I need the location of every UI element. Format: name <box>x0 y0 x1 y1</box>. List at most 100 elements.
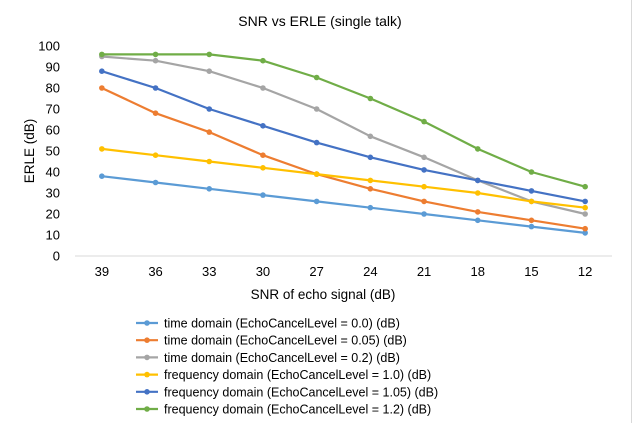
data-point <box>152 85 159 91</box>
legend-swatch-marker <box>144 337 150 344</box>
legend-item: frequency domain (EchoCancelLevel = 1.0)… <box>136 368 431 382</box>
series-2 <box>99 85 588 232</box>
series-line <box>101 53 586 188</box>
series-4 <box>99 146 588 211</box>
series-layer <box>99 51 588 236</box>
data-point <box>206 106 213 112</box>
y-tick-label: 30 <box>46 186 60 201</box>
series-line <box>101 147 586 209</box>
data-point <box>313 74 320 81</box>
data-point <box>367 133 374 140</box>
data-point <box>206 158 213 165</box>
data-point <box>99 51 105 58</box>
series-line <box>101 175 586 234</box>
data-point <box>206 68 213 74</box>
data-point <box>260 192 266 198</box>
y-tick-label: 100 <box>38 39 60 54</box>
data-point <box>528 223 535 230</box>
data-point <box>152 57 159 64</box>
data-point <box>421 211 427 217</box>
data-point <box>474 177 481 184</box>
y-tick-label: 80 <box>46 81 60 96</box>
data-point <box>313 139 320 146</box>
data-point <box>474 190 481 196</box>
data-point <box>421 198 427 205</box>
series-3 <box>99 53 588 217</box>
data-point <box>260 57 266 64</box>
data-point <box>582 211 588 217</box>
y-tick-label: 70 <box>46 102 60 117</box>
y-tick-label: 0 <box>53 249 60 264</box>
data-point <box>367 186 374 192</box>
legend-item: frequency domain (EchoCancelLevel = 1.2)… <box>136 403 431 417</box>
x-axis-ticks: 39 36 33 30 27 24 21 18 15 12 <box>95 264 593 279</box>
data-point <box>421 167 427 173</box>
y-tick-label: 90 <box>46 60 60 75</box>
data-point <box>313 171 320 177</box>
data-point <box>367 154 374 161</box>
data-point <box>367 95 374 102</box>
legend-swatch-marker <box>144 389 150 395</box>
legend-label: frequency domain (EchoCancelLevel = 1.0)… <box>164 368 431 382</box>
legend-label: time domain (EchoCancelLevel = 0.2) (dB) <box>164 351 400 365</box>
x-tick-label: 39 <box>95 264 109 279</box>
data-point <box>152 152 159 158</box>
data-point <box>582 204 588 211</box>
data-point <box>313 198 320 205</box>
legend-item: frequency domain (EchoCancelLevel = 1.05… <box>136 385 438 399</box>
x-axis-label: SNR of echo signal (dB) <box>251 287 396 302</box>
data-point <box>206 51 213 58</box>
y-tick-label: 10 <box>46 228 60 243</box>
chart-title: SNR vs ERLE (single talk) <box>238 13 401 29</box>
series-line <box>101 87 586 230</box>
data-point <box>474 146 481 152</box>
legend-swatch-marker <box>144 354 150 361</box>
data-point <box>582 225 588 232</box>
x-tick-label: 24 <box>363 264 377 279</box>
x-tick-label: 18 <box>471 264 485 279</box>
legend-label: frequency domain (EchoCancelLevel = 1.2)… <box>164 403 431 417</box>
series-5 <box>99 68 588 205</box>
data-point <box>367 204 374 211</box>
data-point <box>99 68 105 74</box>
data-point <box>421 154 427 161</box>
data-point <box>260 85 266 91</box>
legend-label: time domain (EchoCancelLevel = 0.05) (dB… <box>164 334 407 348</box>
data-point <box>260 152 266 158</box>
data-point <box>206 186 213 192</box>
data-point <box>474 209 481 215</box>
y-tick-label: 60 <box>46 123 60 138</box>
x-tick-label: 21 <box>417 264 431 279</box>
data-point <box>367 177 374 184</box>
data-point <box>582 183 588 190</box>
y-tick-label: 20 <box>46 207 60 222</box>
y-tick-label: 50 <box>46 144 60 159</box>
data-point <box>528 198 535 205</box>
data-point <box>474 217 481 224</box>
legend-swatch-marker <box>144 371 150 378</box>
data-point <box>260 123 266 129</box>
legend-swatch-marker <box>144 320 150 326</box>
legend-label: frequency domain (EchoCancelLevel = 1.05… <box>164 385 438 399</box>
x-tick-label: 36 <box>148 264 162 279</box>
data-point <box>528 217 535 224</box>
legend-label: time domain (EchoCancelLevel = 0.0) (dB) <box>164 317 400 331</box>
y-axis-label: ERLE (dB) <box>22 119 37 184</box>
legend-item: time domain (EchoCancelLevel = 0.05) (dB… <box>136 334 407 348</box>
series-line <box>101 70 586 203</box>
data-point <box>260 165 266 171</box>
y-axis-ticks: 0 10 20 30 40 50 60 70 80 90 100 <box>38 39 60 264</box>
x-tick-label: 15 <box>524 264 538 279</box>
data-point <box>313 106 320 112</box>
y-tick-label: 40 <box>46 165 60 180</box>
legend-item: time domain (EchoCancelLevel = 0.0) (dB) <box>136 317 400 331</box>
data-point <box>99 173 105 179</box>
legend-item: time domain (EchoCancelLevel = 0.2) (dB) <box>136 351 400 365</box>
series-line <box>101 55 586 216</box>
data-point <box>152 179 159 186</box>
data-point <box>528 188 535 194</box>
data-point <box>206 129 213 135</box>
data-point <box>99 85 105 91</box>
